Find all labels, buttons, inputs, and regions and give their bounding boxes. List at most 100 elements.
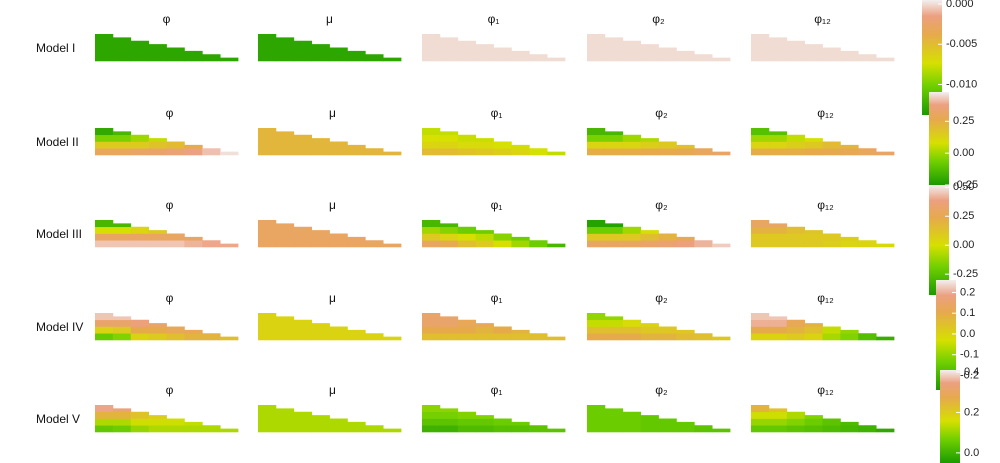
heat-cell [95,326,114,334]
heat-cell [858,54,877,62]
heat-cell [130,240,150,248]
heat-cell [822,240,841,248]
heat-cell [311,44,330,48]
heat-cell [347,333,366,341]
heat-cell [768,425,788,433]
heat-cell [457,425,477,433]
heat-cell [95,333,114,341]
heat-cell [768,233,788,241]
heat-cell [258,128,277,136]
heat-cell [457,233,477,241]
heat-cell [383,428,402,433]
panel-title: μ [329,291,336,305]
heat-cell [840,240,859,248]
heat-cell [457,418,477,426]
heat-cell [311,54,330,62]
heat-cell [876,57,895,62]
heat-cell [622,425,642,433]
heat-cell [166,141,185,149]
heat-cell [365,54,384,62]
heat-cell [822,141,841,149]
row-label: Model II [36,135,79,149]
heat-cell [529,333,548,341]
heat-cell [676,425,695,433]
heat-cell [275,418,295,426]
heat-cell [547,336,566,341]
heat-cell [439,148,459,156]
heat-cell [768,40,788,48]
heat-cell [275,425,295,433]
heat-cell [622,233,642,241]
heat-cell [166,418,185,426]
heat-cell [258,326,277,334]
heat-cell [876,336,895,341]
heat-cell [293,54,313,62]
colorbar-label: 0.1 [960,307,975,319]
heat-cell [112,425,132,433]
panel-title: φ₁₂ [817,198,834,212]
heat-cell [258,40,277,48]
heat-cell [604,226,624,234]
heat-cell [275,148,295,156]
heat-cell [457,54,477,62]
heat-cell [95,240,114,248]
heat-cell [804,240,823,248]
heat-cell [786,40,806,48]
heat-cell [768,408,788,413]
panel-title: μ [329,383,336,397]
heat-cell [422,240,441,248]
heat-cell [804,415,823,419]
panel-title: φ [166,106,174,120]
heat-cell [293,240,313,248]
heat-cell [493,47,512,55]
heat-cell [311,333,330,341]
colorbar-label: -0.010 [946,78,977,90]
heat-cell [347,50,366,55]
heat-cell [640,425,659,433]
heat-cell [130,141,150,149]
heat-cell [112,148,132,156]
heat-cell [658,148,677,156]
heat-cell [547,428,566,433]
colorbar-label: -0.25 [953,268,978,280]
heat-cell [640,233,659,241]
heat-cell [822,425,841,433]
heat-cell [439,226,459,234]
heat-cell [258,54,277,62]
heat-cell [786,333,806,341]
heat-cell [112,54,132,62]
heat-cell [166,233,185,241]
heat-cell [275,47,295,55]
heat-cell [439,418,459,426]
panel-title: μ [329,198,336,212]
heat-cell [804,323,823,327]
heat-cell [293,40,313,48]
heat-cell [275,37,295,42]
heat-cell [822,333,841,341]
heat-cell [439,40,459,48]
heat-cell [184,148,203,156]
heat-cell [95,54,114,62]
heat-cell [457,240,477,248]
heat-cell [822,148,841,156]
heat-cell [622,411,642,419]
heat-cell [712,336,731,341]
heat-cell [822,326,841,334]
heat-cell [365,425,384,433]
heat-cell [604,316,624,321]
heat-cell [275,223,295,228]
heat-cell [184,329,203,334]
heat-cell [751,47,770,55]
heat-cell [439,319,459,327]
heat-cell [95,34,114,42]
heat-cell [622,134,642,142]
heat-cell [293,326,313,334]
heat-cell [275,131,295,136]
heat-cell [275,54,295,62]
heat-cell [658,233,677,241]
heat-cell [130,418,150,426]
heat-cell [529,240,548,248]
heat-cell [751,148,770,156]
colorbar-label: -0.25 [953,179,978,191]
heat-cell [768,37,788,42]
